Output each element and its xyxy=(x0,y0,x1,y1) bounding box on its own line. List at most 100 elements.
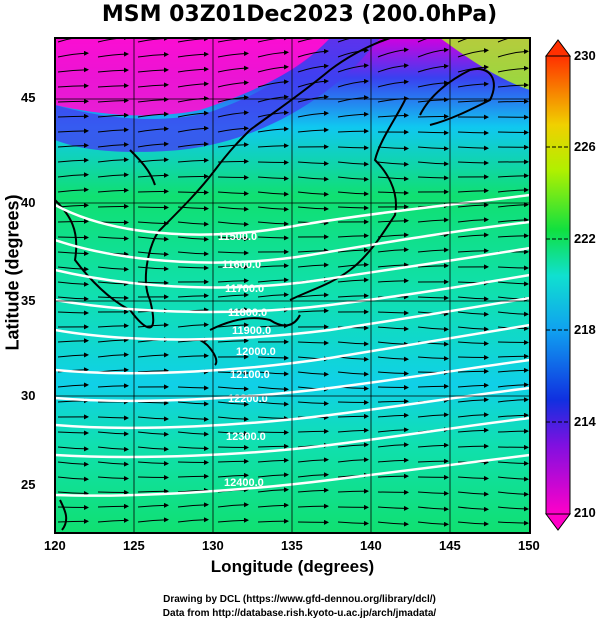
streamline-arrow xyxy=(57,446,89,452)
streamline-arrow xyxy=(57,461,89,467)
streamline-arrow xyxy=(417,80,449,88)
streamline-arrow xyxy=(377,473,409,479)
x-tick: 130 xyxy=(202,538,224,553)
streamline-arrow xyxy=(337,233,369,239)
streamline-arrow xyxy=(123,532,129,533)
streamline-arrow xyxy=(137,446,169,452)
streamline-arrow xyxy=(337,293,369,299)
contour-label: 11500.0 xyxy=(218,231,257,243)
streamline-arrow xyxy=(177,236,209,242)
streamline-arrow xyxy=(137,188,169,194)
streamline-arrow xyxy=(177,125,209,133)
streamline-arrow xyxy=(417,175,449,181)
streamline-arrow xyxy=(97,203,129,209)
streamline-arrow xyxy=(177,517,209,523)
x-tick: 125 xyxy=(123,538,145,553)
streamline-arrow xyxy=(217,502,249,508)
y-tick: 45 xyxy=(21,90,36,105)
streamline-arrow xyxy=(217,292,249,298)
colorbar-tick: 230 xyxy=(574,48,596,63)
contour-label: 12000.0 xyxy=(236,346,276,358)
streamline-arrow xyxy=(457,475,489,481)
streamline-arrow xyxy=(217,338,249,344)
streamline-arrow xyxy=(57,338,89,344)
streamline-arrow xyxy=(137,280,169,286)
streamline-arrow xyxy=(337,457,369,463)
streamline-arrow xyxy=(217,125,249,133)
streamline-arrow xyxy=(137,172,169,178)
streamline-arrow xyxy=(57,234,89,240)
streamline-arrow xyxy=(377,412,409,418)
colorbar-min-arrow xyxy=(545,513,571,531)
streamline-arrow xyxy=(417,247,449,253)
streamline-arrow xyxy=(337,277,369,283)
colorbar-max-arrow xyxy=(545,39,571,57)
streamline-arrow xyxy=(377,356,409,362)
streamline-arrow xyxy=(297,94,329,103)
streamline-arrow xyxy=(337,111,369,118)
streamline-arrow xyxy=(497,82,529,88)
streamline-arrow xyxy=(217,250,249,256)
streamline-arrow xyxy=(137,488,169,494)
streamline-arrow xyxy=(177,473,209,479)
streamline-arrow xyxy=(57,67,89,73)
streamline-arrow xyxy=(137,236,169,242)
streamline-arrow xyxy=(97,112,129,118)
streamline-arrow xyxy=(497,187,529,193)
streamline-arrow xyxy=(257,159,289,165)
streamline-arrow xyxy=(217,430,249,436)
streamline-arrow xyxy=(377,112,409,118)
streamline-arrow xyxy=(297,308,329,314)
streamline-arrow xyxy=(377,442,409,448)
streamline-arrow xyxy=(417,130,449,136)
streamline-arrow xyxy=(337,262,369,268)
streamline-arrow xyxy=(257,401,289,407)
streamline-arrow xyxy=(57,310,89,316)
streamline-arrow xyxy=(457,412,489,418)
streamline-arrow xyxy=(377,398,409,404)
streamline-arrow xyxy=(257,355,289,361)
streamline-arrow xyxy=(297,48,329,58)
streamline-arrow xyxy=(97,383,129,389)
streamline-arrow xyxy=(497,506,529,512)
streamline-arrow xyxy=(57,296,89,302)
streamline-arrow xyxy=(417,97,449,103)
streamline-arrow xyxy=(417,63,449,73)
streamline-arrow xyxy=(337,442,369,448)
streamline-arrow xyxy=(177,141,209,148)
streamline-arrow xyxy=(457,202,489,208)
credit-drawing: Drawing by DCL (https://www.gfd-dennou.o… xyxy=(163,594,436,605)
streamline-arrow xyxy=(377,176,409,182)
streamline-arrow xyxy=(177,322,209,328)
contour-label: 11600.0 xyxy=(222,259,261,271)
streamline-arrow xyxy=(497,38,512,43)
streamline-arrow xyxy=(458,537,488,538)
streamline-arrow xyxy=(457,296,489,302)
streamline-arrow xyxy=(97,461,129,467)
streamline-arrow xyxy=(417,161,449,167)
streamline-arrow xyxy=(257,472,289,478)
streamline-arrow xyxy=(377,218,409,224)
streamline-arrow xyxy=(217,110,249,118)
streamline-arrow xyxy=(417,47,449,58)
streamline-arrow xyxy=(337,176,369,182)
coastlines xyxy=(55,38,495,531)
streamline-arrow xyxy=(97,172,129,178)
streamline-arrow xyxy=(177,110,209,118)
streamline-arrow xyxy=(217,206,249,212)
height-contours xyxy=(55,193,530,497)
streamline-arrow xyxy=(457,217,489,223)
streamline-arrow xyxy=(57,187,89,193)
streamline-arrow xyxy=(217,278,249,284)
streamline-arrow xyxy=(57,382,89,388)
streamline-arrow xyxy=(337,488,369,494)
streamline-arrow xyxy=(417,442,449,448)
streamline-arrow xyxy=(297,161,329,167)
streamline-arrow xyxy=(457,382,489,388)
contour-label: 12400.0 xyxy=(224,477,264,489)
streamline-arrow xyxy=(257,143,289,149)
streamline-arrow xyxy=(217,221,249,227)
streamline-arrow xyxy=(257,502,289,508)
streamline-arrow xyxy=(97,323,129,329)
